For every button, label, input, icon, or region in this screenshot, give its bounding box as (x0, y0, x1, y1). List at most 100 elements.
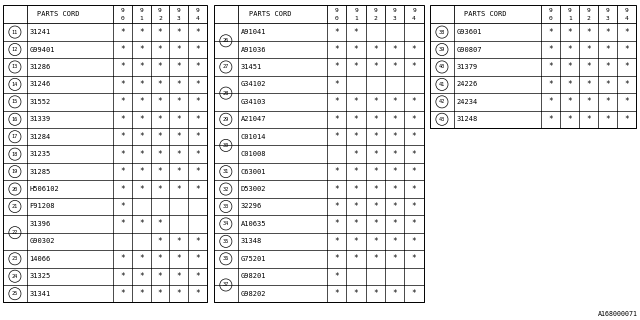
Text: 40: 40 (439, 64, 445, 69)
Text: 4: 4 (195, 16, 199, 21)
Text: *: * (586, 80, 591, 89)
Text: *: * (392, 220, 397, 228)
Text: *: * (195, 28, 200, 36)
Text: 31235: 31235 (29, 151, 51, 157)
Text: *: * (157, 62, 162, 71)
Text: *: * (625, 28, 629, 36)
Text: *: * (177, 132, 181, 141)
Text: *: * (157, 97, 162, 106)
Text: G90807: G90807 (456, 46, 482, 52)
Text: *: * (412, 254, 417, 263)
Text: *: * (177, 289, 181, 298)
Text: *: * (412, 185, 417, 194)
Text: *: * (354, 115, 358, 124)
Text: *: * (195, 272, 200, 281)
Text: *: * (157, 45, 162, 54)
Text: *: * (177, 62, 181, 71)
Text: *: * (195, 185, 200, 194)
Text: 4: 4 (625, 16, 628, 21)
Text: *: * (373, 150, 378, 159)
Text: *: * (157, 254, 162, 263)
Text: 3: 3 (606, 16, 609, 21)
Text: *: * (139, 115, 143, 124)
Text: *: * (177, 97, 181, 106)
Text: C01008: C01008 (241, 151, 266, 157)
Text: *: * (335, 220, 339, 228)
Text: *: * (195, 132, 200, 141)
Text: 28: 28 (223, 91, 229, 96)
Text: 43: 43 (439, 117, 445, 122)
Text: 1: 1 (568, 16, 572, 21)
Text: 32: 32 (223, 187, 229, 192)
Text: 31325: 31325 (29, 273, 51, 279)
Text: *: * (392, 150, 397, 159)
Text: 9: 9 (158, 8, 162, 13)
Text: *: * (373, 202, 378, 211)
Text: *: * (177, 237, 181, 246)
Text: *: * (195, 62, 200, 71)
Text: 22: 22 (12, 230, 18, 235)
Text: *: * (195, 115, 200, 124)
Text: *: * (335, 115, 339, 124)
Text: *: * (177, 272, 181, 281)
Text: *: * (373, 62, 378, 71)
Text: 31248: 31248 (456, 116, 477, 122)
Text: *: * (120, 185, 125, 194)
Text: 0: 0 (549, 16, 553, 21)
Text: *: * (120, 80, 125, 89)
Text: *: * (139, 254, 143, 263)
Text: *: * (548, 28, 553, 36)
Text: *: * (120, 28, 125, 36)
Text: 17: 17 (12, 134, 18, 139)
Text: *: * (373, 220, 378, 228)
Text: *: * (177, 167, 181, 176)
Text: *: * (139, 132, 143, 141)
Text: *: * (392, 132, 397, 141)
Text: *: * (120, 115, 125, 124)
Text: 24: 24 (12, 274, 18, 279)
Text: *: * (392, 202, 397, 211)
Text: 29: 29 (223, 117, 229, 122)
Text: 9: 9 (393, 8, 397, 13)
Text: 2: 2 (587, 16, 591, 21)
Text: *: * (195, 167, 200, 176)
Text: C01014: C01014 (241, 134, 266, 140)
Text: 2: 2 (374, 16, 377, 21)
Text: *: * (625, 62, 629, 71)
Text: *: * (335, 272, 339, 281)
Text: 3: 3 (177, 16, 180, 21)
Text: 33: 33 (223, 204, 229, 209)
Text: 19: 19 (12, 169, 18, 174)
Text: *: * (335, 167, 339, 176)
Text: *: * (157, 132, 162, 141)
Text: F91208: F91208 (29, 204, 54, 210)
Text: *: * (139, 150, 143, 159)
Text: 9: 9 (140, 8, 143, 13)
Text: *: * (177, 115, 181, 124)
Text: 37: 37 (223, 283, 229, 287)
Text: 36: 36 (223, 256, 229, 261)
Text: *: * (373, 97, 378, 106)
Text: *: * (195, 97, 200, 106)
Text: 42: 42 (439, 99, 445, 104)
Text: 31284: 31284 (29, 134, 51, 140)
Text: 18: 18 (12, 152, 18, 157)
Text: G98202: G98202 (241, 291, 266, 297)
Text: *: * (335, 185, 339, 194)
Text: D53002: D53002 (241, 186, 266, 192)
Text: *: * (568, 45, 572, 54)
Text: 35: 35 (223, 239, 229, 244)
Text: *: * (548, 115, 553, 124)
Text: 31552: 31552 (29, 99, 51, 105)
Text: *: * (354, 220, 358, 228)
Text: 31241: 31241 (29, 29, 51, 35)
Text: A21047: A21047 (241, 116, 266, 122)
Text: 13: 13 (12, 64, 18, 69)
Text: G34102: G34102 (241, 81, 266, 87)
Text: *: * (354, 237, 358, 246)
Text: *: * (120, 167, 125, 176)
Text: 12: 12 (12, 47, 18, 52)
Text: A10635: A10635 (241, 221, 266, 227)
Text: *: * (139, 80, 143, 89)
Text: *: * (195, 150, 200, 159)
